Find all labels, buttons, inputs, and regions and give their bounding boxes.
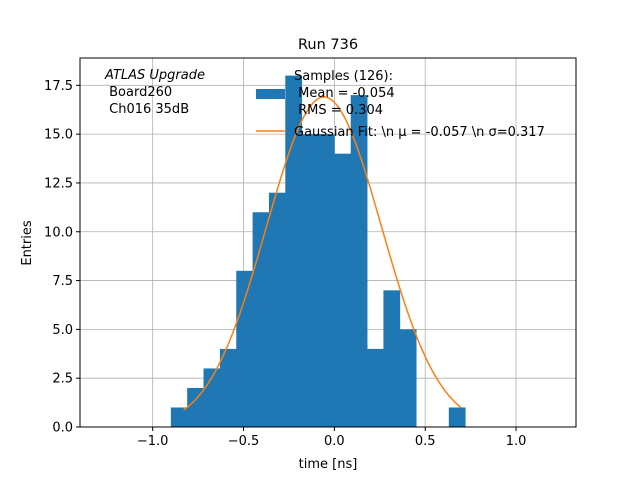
histogram-bar <box>448 407 466 427</box>
histogram-bar <box>301 134 319 427</box>
annotation-line-2: Board260 <box>105 85 172 100</box>
y-tick-label: 15.0 <box>44 128 73 143</box>
y-tick-label: 5.0 <box>52 323 73 338</box>
plot-frame <box>79 57 577 428</box>
histogram-bar <box>170 407 188 427</box>
x-axis-label: time [ns] <box>299 457 358 472</box>
x-tick-label: 1.0 <box>506 434 527 449</box>
histogram-bar <box>285 75 303 428</box>
legend-samples-line-2: Mean = -0.054 <box>294 86 395 101</box>
annotation-line-1: ATLAS Upgrade <box>104 68 205 83</box>
legend-samples-line-1: Samples (126): <box>294 69 393 84</box>
x-tick-label: 0.5 <box>415 434 436 449</box>
x-tick-label: 0.0 <box>324 434 345 449</box>
histogram-bar <box>334 153 352 427</box>
y-tick-label: 2.5 <box>52 372 73 387</box>
x-axis-ticks: −1.0 −0.5 0.0 0.5 1.0 <box>137 427 527 449</box>
annotation-line-3: Ch016 35dB <box>105 102 189 117</box>
legend-fit-label: Gaussian Fit: \n μ = -0.057 \n σ=0.317 <box>294 125 545 140</box>
histogram-bar <box>268 192 286 427</box>
histogram-bars <box>170 75 466 428</box>
fit-curve <box>183 96 463 411</box>
histogram-bar <box>219 348 237 427</box>
histogram-bar <box>187 387 204 427</box>
legend: Samples (126): Mean = -0.054 RMS = 0.304… <box>256 69 545 140</box>
y-tick-label: 0.0 <box>52 421 73 436</box>
chart-title: Run 736 <box>298 37 358 53</box>
y-tick-label: 17.5 <box>44 79 73 94</box>
atlas-annotation: ATLAS Upgrade Board260 Ch016 35dB <box>104 68 205 117</box>
gaussian-fit <box>183 96 463 411</box>
x-tick-label: −1.0 <box>137 434 169 449</box>
y-tick-label: 10.0 <box>44 225 73 240</box>
histogram-bar <box>399 329 417 427</box>
histogram-bar <box>350 95 368 427</box>
histogram-bar <box>318 134 335 427</box>
histogram-bar <box>252 212 270 427</box>
y-axis-ticks: 0.0 2.5 5.0 7.5 10.0 12.5 15.0 17.5 <box>44 79 80 436</box>
y-axis-label: Entries <box>20 220 35 266</box>
legend-samples-line-3: RMS = 0.304 <box>294 103 383 118</box>
histogram-bar <box>367 348 384 427</box>
x-tick-label: −0.5 <box>228 434 260 449</box>
histogram-bar <box>383 290 401 427</box>
y-tick-label: 7.5 <box>52 274 73 289</box>
y-tick-label: 12.5 <box>44 176 73 191</box>
histogram-bar <box>236 270 254 427</box>
legend-samples-swatch <box>256 89 285 99</box>
